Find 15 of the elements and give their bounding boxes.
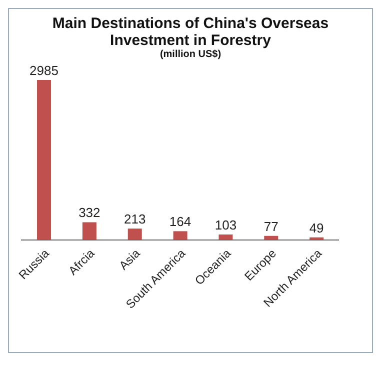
bar	[128, 228, 142, 240]
data-label: 213	[124, 212, 146, 227]
bar	[218, 234, 233, 240]
data-label: 332	[78, 205, 100, 220]
data-label: 77	[264, 218, 278, 234]
bar	[173, 231, 188, 240]
data-label: 164	[169, 214, 192, 230]
data-label: 2985	[30, 63, 58, 78]
chart-title: Main Destinations of China's Overseas Investment in Forestry	[51, 14, 330, 49]
data-label: 103	[214, 217, 237, 232]
chart-subtitle: (million US$)	[158, 49, 222, 60]
bar	[37, 80, 51, 240]
data-label: 49	[309, 220, 324, 236]
bar	[82, 222, 96, 240]
x-tick-label: Asia	[116, 246, 143, 273]
